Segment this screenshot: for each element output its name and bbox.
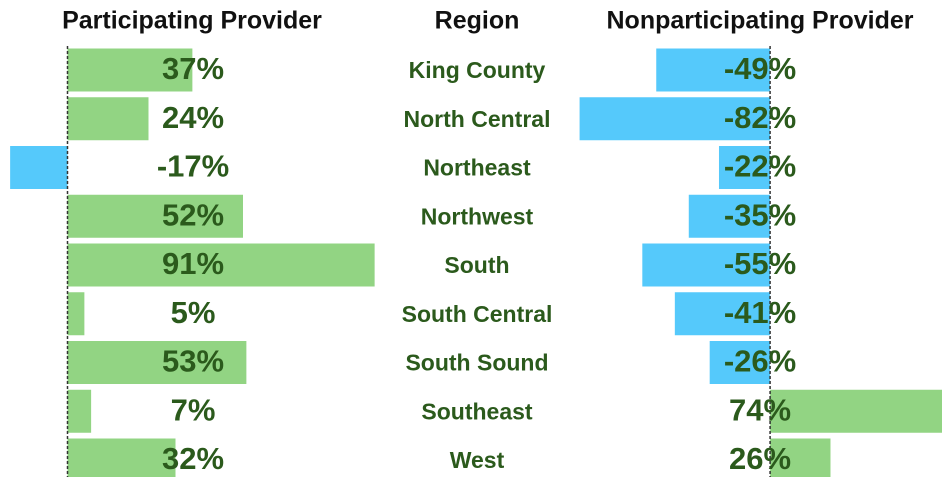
bar <box>67 97 149 141</box>
category-label: Northeast <box>423 155 531 181</box>
value-label: 74% <box>729 392 791 427</box>
series-header: Participating Provider <box>62 7 322 35</box>
bar <box>709 341 771 384</box>
value-label: 24% <box>162 100 224 135</box>
category-label: North Central <box>404 106 551 132</box>
bar <box>642 243 771 287</box>
category-label: South Central <box>402 301 553 327</box>
category-label: South <box>444 252 509 278</box>
bar <box>579 97 771 141</box>
bar <box>718 146 771 189</box>
bar <box>67 341 247 384</box>
bar <box>770 389 942 433</box>
bar <box>656 48 771 92</box>
value-label: -41% <box>724 295 796 330</box>
value-label: -49% <box>724 51 796 86</box>
category-label: South Sound <box>405 350 548 376</box>
value-label: 53% <box>162 344 224 379</box>
value-label: -55% <box>724 246 796 281</box>
value-label: 52% <box>162 197 224 232</box>
bar <box>688 194 771 238</box>
bar <box>67 389 92 433</box>
value-label: 37% <box>162 51 224 86</box>
bar <box>67 243 375 287</box>
value-label: -17% <box>157 149 229 184</box>
category-label: Northwest <box>421 203 534 229</box>
category-label: Southeast <box>421 398 533 424</box>
value-label: -82% <box>724 100 796 135</box>
value-label: 5% <box>171 295 216 330</box>
bar <box>67 194 243 238</box>
category-header: Region <box>435 7 520 35</box>
category-label: King County <box>409 57 546 83</box>
value-label: 7% <box>171 392 216 427</box>
category-label: West <box>450 447 505 473</box>
value-label: 26% <box>729 441 791 476</box>
bar <box>67 292 85 336</box>
value-label: -26% <box>724 344 796 379</box>
bar <box>770 438 831 477</box>
bar <box>674 292 771 336</box>
value-label: -22% <box>724 149 796 184</box>
series-header: Nonparticipating Provider <box>607 7 914 35</box>
value-label: -35% <box>724 197 796 232</box>
bar <box>67 48 193 92</box>
bar <box>10 146 68 189</box>
bar <box>67 438 176 477</box>
value-label: 91% <box>162 246 224 281</box>
value-label: 32% <box>162 441 224 476</box>
